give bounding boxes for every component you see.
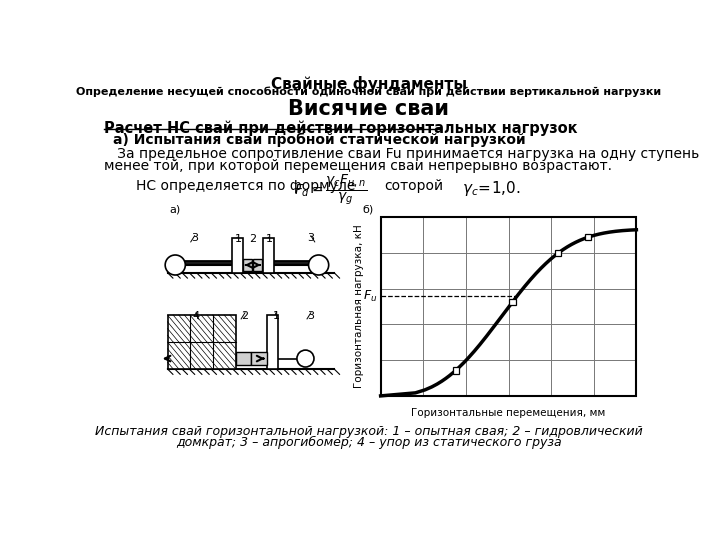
Circle shape <box>309 255 329 275</box>
Text: б): б) <box>363 205 374 215</box>
Text: менее той, при которой перемещения сваи непрерывно возрастают.: менее той, при которой перемещения сваи … <box>104 159 612 173</box>
Text: 1: 1 <box>266 234 273 244</box>
Text: $\gamma_c\!=\!1{,}0.$: $\gamma_c\!=\!1{,}0.$ <box>462 179 521 198</box>
Text: Расчет НС свай при действии горизонтальных нагрузок: Расчет НС свай при действии горизонтальн… <box>104 120 577 136</box>
Text: а): а) <box>169 205 180 215</box>
Bar <box>381 217 636 396</box>
Text: соторой: соторой <box>384 179 444 193</box>
Bar <box>509 299 516 305</box>
Bar <box>168 315 235 369</box>
Circle shape <box>297 350 314 367</box>
Circle shape <box>165 255 185 275</box>
Text: 3: 3 <box>191 233 198 242</box>
Text: 4: 4 <box>193 311 199 321</box>
Text: Горизонтальные перемещения, мм: Горизонтальные перемещения, мм <box>411 408 606 418</box>
Bar <box>585 234 591 240</box>
Text: а) Испытания сваи пробной статической нагрузкой: а) Испытания сваи пробной статической на… <box>113 132 526 147</box>
Text: Определение несущей способности одиночной сваи при действии вертикальной нагрузк: Определение несущей способности одиночно… <box>76 86 662 97</box>
Text: 3: 3 <box>307 233 315 242</box>
Bar <box>253 259 262 271</box>
Text: За предельное сопротивление сваи Fu принимается нагрузка на одну ступень: За предельное сопротивление сваи Fu прин… <box>104 147 699 161</box>
Text: $F_d = \dfrac{\gamma_c F_{u,n}}{\gamma_g}$: $F_d = \dfrac{\gamma_c F_{u,n}}{\gamma_g… <box>294 173 367 207</box>
Text: Свайные фундаменты: Свайные фундаменты <box>271 76 467 92</box>
Text: Испытания свай горизонтальной нагрузкой: 1 – опытная свая; 2 – гидровлический: Испытания свай горизонтальной нагрузкой:… <box>95 425 643 438</box>
Text: домкрат; 3 – апрогибомер; 4 – упор из статического груза: домкрат; 3 – апрогибомер; 4 – упор из ст… <box>176 436 562 449</box>
Text: 2: 2 <box>241 311 248 321</box>
Bar <box>555 250 561 256</box>
Text: 1: 1 <box>272 311 279 321</box>
Bar <box>235 352 251 365</box>
Bar <box>453 367 459 374</box>
Text: 1: 1 <box>235 234 241 244</box>
Bar <box>232 238 243 273</box>
Bar <box>251 352 266 365</box>
Text: $F_u$: $F_u$ <box>363 289 377 304</box>
Bar <box>243 259 252 271</box>
Bar <box>266 315 277 369</box>
Text: Висячие сваи: Висячие сваи <box>289 99 449 119</box>
Text: НС определяется по формуле: НС определяется по формуле <box>137 179 356 193</box>
Text: Горизонтальная нагрузка, кН: Горизонтальная нагрузка, кН <box>354 225 364 388</box>
Text: 3: 3 <box>307 311 315 321</box>
Text: 2: 2 <box>249 234 256 244</box>
Bar <box>263 238 274 273</box>
